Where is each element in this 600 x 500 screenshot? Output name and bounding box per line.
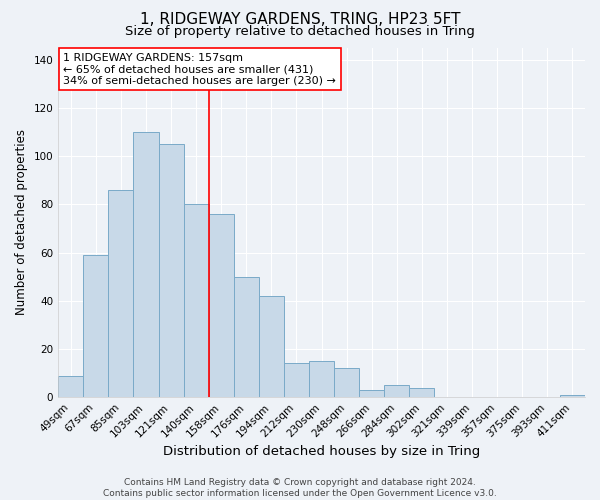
Bar: [284, 364, 309, 397]
Bar: [209, 214, 234, 397]
Bar: [158, 144, 184, 397]
Bar: [83, 255, 109, 397]
X-axis label: Distribution of detached houses by size in Tring: Distribution of detached houses by size …: [163, 444, 480, 458]
Bar: [359, 390, 385, 397]
Bar: [409, 388, 434, 397]
Bar: [309, 361, 334, 397]
Bar: [58, 376, 83, 397]
Text: 1, RIDGEWAY GARDENS, TRING, HP23 5FT: 1, RIDGEWAY GARDENS, TRING, HP23 5FT: [140, 12, 460, 28]
Bar: [133, 132, 158, 397]
Text: 1 RIDGEWAY GARDENS: 157sqm
← 65% of detached houses are smaller (431)
34% of sem: 1 RIDGEWAY GARDENS: 157sqm ← 65% of deta…: [64, 52, 337, 86]
Bar: [184, 204, 209, 397]
Text: Contains HM Land Registry data © Crown copyright and database right 2024.
Contai: Contains HM Land Registry data © Crown c…: [103, 478, 497, 498]
Bar: [560, 395, 585, 397]
Bar: [334, 368, 359, 397]
Text: Size of property relative to detached houses in Tring: Size of property relative to detached ho…: [125, 25, 475, 38]
Bar: [109, 190, 133, 397]
Bar: [259, 296, 284, 397]
Y-axis label: Number of detached properties: Number of detached properties: [15, 130, 28, 316]
Bar: [385, 385, 409, 397]
Bar: [234, 276, 259, 397]
